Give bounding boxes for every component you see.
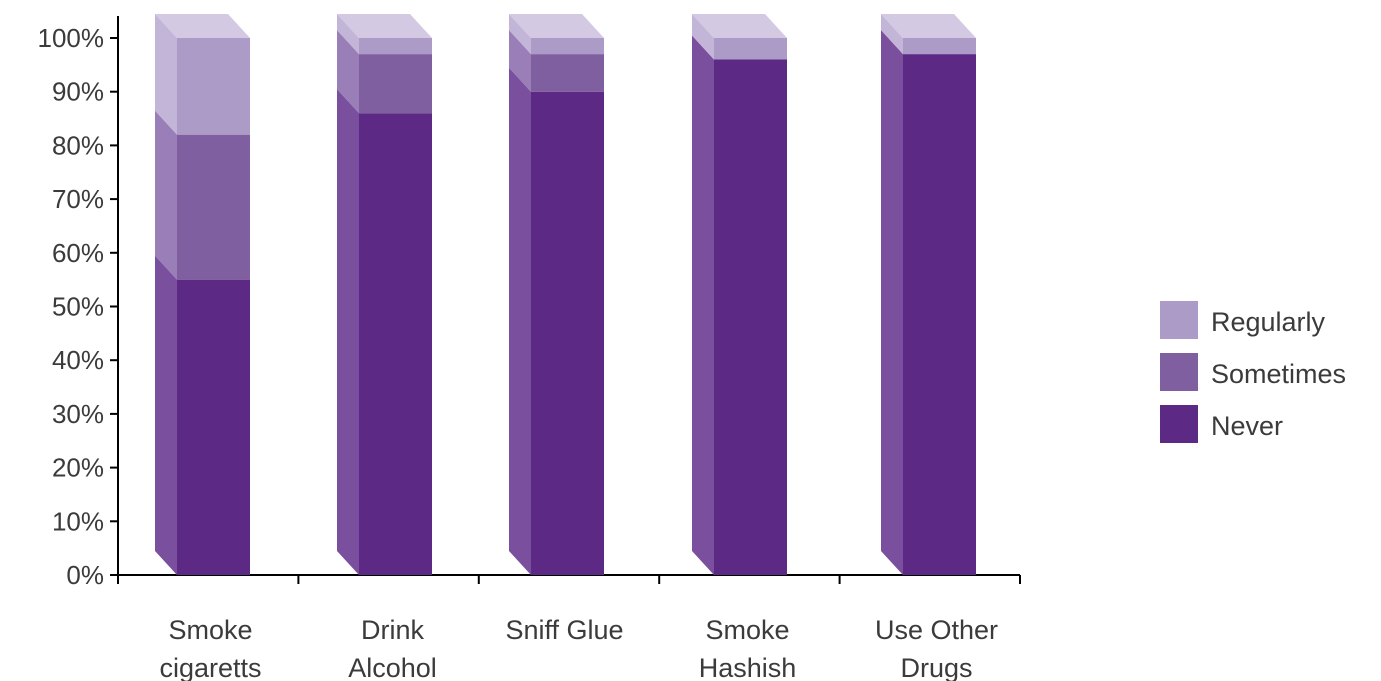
bar-side-regularly [509,14,531,55]
bar-segment-never [359,113,432,576]
bar-stack [881,14,976,576]
y-tick-label: 0% [66,560,104,590]
bar-top-regularly [155,14,250,38]
bar-side-regularly [337,14,359,55]
y-tick-label: 70% [52,184,104,214]
bar-stack [509,14,604,575]
bar-segment-never [714,59,787,576]
x-category-label: Use Other [875,615,998,645]
x-category-label: Drink [361,615,425,645]
bar-side-regularly [155,14,177,135]
y-axis-ticks: 0% 10% 20% 30% 40% 50% 60% 70% 80% 90% 100% [38,23,118,590]
legend-swatch-sometimes [1160,353,1198,391]
bar-segment-never [903,54,976,576]
bar-side-sometimes [337,30,359,114]
y-tick-label: 60% [52,238,104,268]
bar-segment-sometimes [531,54,604,92]
bar-top-regularly [692,14,787,38]
legend-label-never: Never [1211,411,1283,441]
bar-segment-regularly [359,38,432,55]
bar-stack [337,14,432,576]
x-category-label: Smoke [168,615,252,645]
legend-swatch-regularly [1160,301,1198,339]
legend-label-sometimes: Sometimes [1211,359,1346,389]
y-tick-label: 80% [52,130,104,160]
bar-stack [692,14,787,576]
bar-segment-regularly [531,38,604,55]
bar-segment-sometimes [177,134,250,280]
y-tick-label: 90% [52,77,104,107]
bar-side-sometimes [509,30,531,92]
legend-swatch-never [1160,405,1198,443]
legend: Regularly Sometimes Never [1160,301,1346,443]
bar-side-never [692,35,714,576]
bar-segment-never [177,279,250,575]
y-tick-label: 50% [52,292,104,322]
bar-side-regularly [881,14,903,55]
x-category-label: Smoke [705,615,789,645]
y-tick-label: 20% [52,453,104,483]
y-tick-label: 40% [52,345,104,375]
x-category-label: Hashish [699,653,797,681]
bar-side-never [155,255,177,575]
bar-top-regularly [337,14,432,38]
bar-side-never [509,67,531,575]
bar-side-regularly [692,14,714,60]
x-category-label: Alcohol [348,653,437,681]
x-category-label: cigaretts [159,653,261,681]
y-tick-label: 30% [52,399,104,429]
x-axis-labels: Smoke cigaretts Drink Alcohol Sniff Glue Smok… [159,615,998,681]
bar-segment-regularly [177,38,250,135]
bar-side-never [881,30,903,576]
bar-top-regularly [509,14,604,38]
x-category-label: Sniff Glue [505,615,623,645]
y-tick-label: 10% [52,506,104,536]
bar-stack [155,14,250,575]
bar-segment-regularly [714,38,787,60]
y-tick-label: 100% [38,23,105,53]
bar-segment-sometimes [359,54,432,114]
bars [155,14,976,576]
bar-side-sometimes [155,110,177,280]
x-category-label: Drugs [900,653,972,681]
bar-top-regularly [881,14,976,38]
bar-side-never [337,89,359,576]
bar-segment-never [531,91,604,575]
bar-segment-regularly [903,38,976,55]
legend-label-regularly: Regularly [1211,307,1326,337]
